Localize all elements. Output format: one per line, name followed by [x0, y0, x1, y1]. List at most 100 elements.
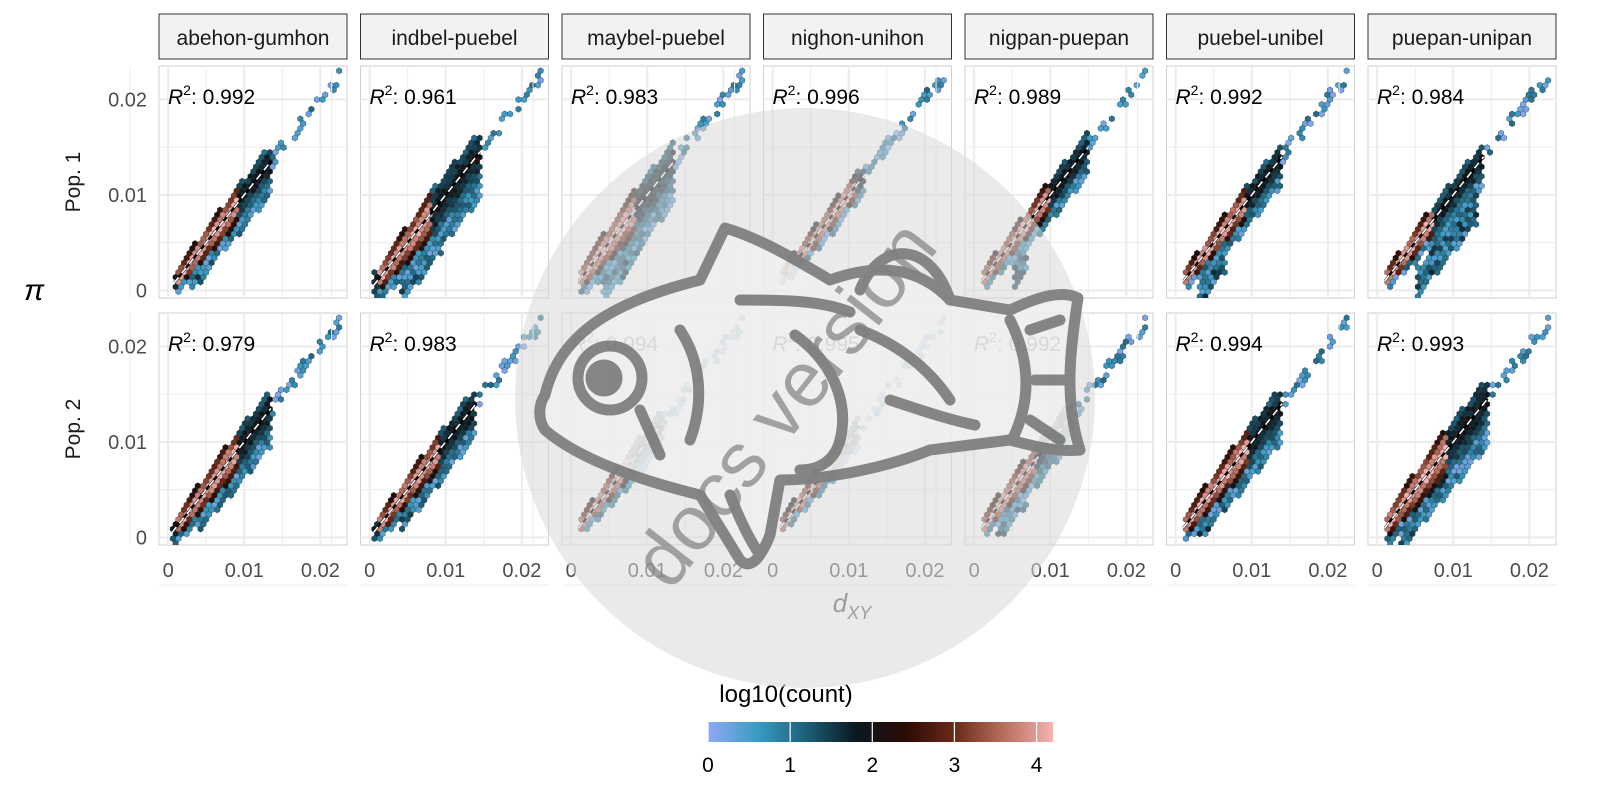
hexbin-cell	[1495, 381, 1502, 389]
hexbin-cell	[1489, 391, 1496, 399]
r-squared-label: R2: 0.961	[370, 82, 457, 109]
hexbin-cell	[1255, 467, 1261, 475]
facet-strip-label: nighon-unihon	[791, 27, 924, 50]
hexbin-cell	[1221, 506, 1228, 514]
hexbin-cell	[1103, 124, 1110, 132]
legend-tick-label: 3	[949, 754, 961, 777]
hexbin-cell	[498, 115, 505, 123]
hexbin-cell	[316, 347, 323, 355]
facet-strip-box	[158, 13, 348, 60]
hexbin-cell	[1531, 338, 1538, 346]
facet-panel: R2: 0.994	[1137, 312, 1355, 586]
hexbin-cell	[283, 386, 290, 394]
hexbin-cell	[1142, 314, 1149, 322]
row-label: Pop. 2	[62, 399, 85, 460]
hexbin-cell	[482, 144, 489, 152]
hexbin-cell	[236, 230, 243, 238]
r-squared-label: R2: 0.992	[1176, 82, 1263, 109]
facet-panel: R2: 0.993	[1338, 312, 1557, 586]
hexbin-cell	[1318, 110, 1325, 118]
hexbin-cell	[376, 535, 383, 543]
facet-panel: R2: 0.961	[331, 65, 549, 339]
hexbin-cell	[907, 115, 914, 123]
hexbin-cell	[222, 244, 229, 252]
hexbin-cell	[1133, 81, 1140, 89]
x-tick-label: 0	[1170, 560, 1181, 582]
facet-panel: R2: 0.992	[1137, 65, 1355, 339]
hexbin-cell	[415, 278, 422, 286]
hexbin-cell	[1282, 391, 1289, 399]
hexbin-cell	[228, 491, 234, 499]
facet-strip-label: indbel-puebel	[391, 27, 517, 50]
hexbin-cell	[1514, 110, 1521, 118]
x-tick-label: 0.02	[1510, 560, 1549, 582]
facet-strip-box	[1166, 13, 1355, 60]
facet-strip: nigpan-puepan	[964, 13, 1154, 60]
hexbin-cell	[1191, 530, 1198, 538]
y-tick-label: 0	[136, 280, 147, 302]
y-tick-label: 0.01	[108, 185, 147, 207]
hexbin-cell	[371, 535, 378, 543]
watermark: docs version	[515, 108, 1095, 688]
hexbin-cell	[374, 292, 381, 298]
hexbin-cell	[1072, 187, 1079, 195]
hexbin-cell	[1313, 110, 1320, 118]
hexbin-cell	[388, 525, 394, 533]
hexbin-cell	[457, 453, 464, 461]
x-tick-label: 0.02	[1107, 560, 1146, 582]
hexbin-cell	[1117, 357, 1124, 365]
x-tick-label: 0.01	[426, 560, 465, 582]
hexbin-cell	[183, 530, 190, 538]
hexbin-cell	[1196, 292, 1203, 298]
hexbin-cell	[1475, 453, 1482, 461]
hexbin-cell	[374, 297, 375, 298]
hexbin-cell	[1387, 539, 1394, 545]
hexbin-cell	[1327, 343, 1333, 351]
hexbin-cell	[1117, 100, 1124, 108]
hexbin-cell	[1520, 357, 1527, 365]
hexbin-cell	[336, 67, 343, 75]
hexbin-cell	[1528, 96, 1535, 104]
hexbin-cell	[1403, 539, 1410, 545]
fish-icon	[534, 222, 1086, 570]
x-tick-label: 0.01	[225, 560, 264, 582]
hexbin-cell	[1185, 283, 1192, 291]
hexbin-cell	[1439, 496, 1446, 504]
r-squared-label: R2: 0.979	[168, 329, 255, 356]
legend-colorbar	[708, 722, 1053, 742]
hexbin-cell	[507, 110, 514, 118]
hexbin-cell	[1122, 100, 1129, 108]
x-tick-label: 0.02	[301, 560, 340, 582]
hexbin-layer	[1384, 76, 1552, 298]
hexbin-cell	[1307, 120, 1314, 128]
hexbin-cell	[1487, 148, 1493, 156]
hexbin-cell	[1500, 134, 1507, 142]
hexbin-cell	[493, 381, 500, 389]
hexbin-cell	[725, 91, 732, 99]
regression-line-dash	[173, 160, 272, 284]
facet-strip: puepan-unipan	[1367, 13, 1557, 60]
r-squared-label: R2: 0.996	[773, 82, 860, 109]
hexbin-cell	[501, 367, 508, 375]
facet-panel: R2: 0.984	[1338, 65, 1557, 339]
hexbin-cell	[515, 105, 522, 113]
r-squared-label: R2: 0.993	[1377, 329, 1464, 356]
hexbin-cell	[714, 110, 721, 118]
hexbin-cell	[1235, 491, 1242, 499]
hexbin-cell	[1139, 72, 1146, 80]
r-squared-label: R2: 0.992	[168, 82, 255, 109]
y-tick-label: 0.01	[108, 432, 147, 454]
hexbin-cell	[1456, 477, 1463, 485]
hexbin-cell	[1545, 314, 1552, 322]
hexbin-cell	[1196, 530, 1203, 538]
facet-panel: R2: 0.992	[129, 65, 348, 339]
hexbin-cell	[534, 81, 541, 89]
hexbin-cell	[496, 129, 502, 137]
x-tick-label: 0	[364, 560, 375, 582]
x-tick-label: 0.01	[1434, 560, 1473, 582]
hexbin-cell	[1434, 268, 1441, 276]
hexbin-cell	[1495, 134, 1502, 142]
hexbin-cell	[189, 283, 196, 291]
hexbin-cell	[1255, 211, 1261, 219]
